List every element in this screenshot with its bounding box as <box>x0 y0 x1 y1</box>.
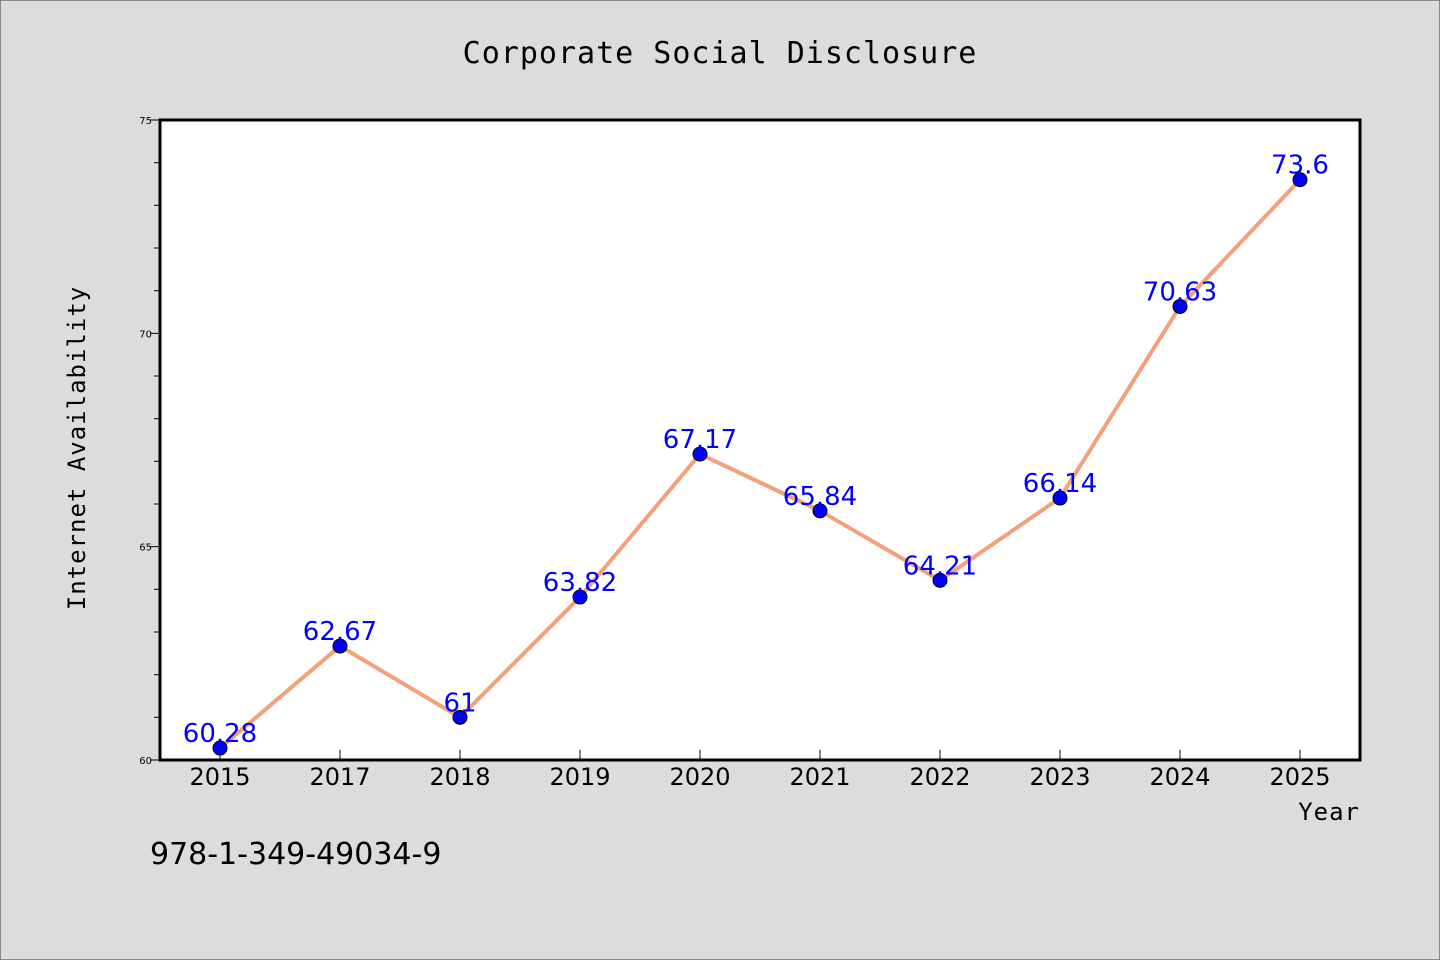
x-axis-label: Year <box>1298 798 1360 826</box>
data-point <box>932 572 948 588</box>
x-tick-label: 2020 <box>669 763 730 791</box>
data-point <box>212 740 228 756</box>
y-axis: 60 65 70 75 <box>139 116 160 767</box>
series-line <box>218 178 1302 750</box>
y-tick-label: 75 <box>139 116 152 127</box>
data-label: 70.63 <box>1143 277 1217 307</box>
y-tick-label: 65 <box>139 543 152 554</box>
data-point <box>1292 172 1308 188</box>
data-label: 73.6 <box>1271 151 1329 181</box>
x-tick-label: 2023 <box>1029 763 1090 791</box>
x-tick-label: 2022 <box>909 763 970 791</box>
x-tick-label: 2017 <box>309 763 370 791</box>
data-label: 67.17 <box>663 425 737 455</box>
y-axis-label: Internet Availability <box>63 286 91 610</box>
y-tick-label: 70 <box>139 329 152 340</box>
series-polyline <box>218 178 1302 750</box>
x-axis: 2015 2017 2018 2019 2020 2021 2022 2023 2024 2025 <box>189 750 1331 791</box>
series-markers <box>212 172 1308 756</box>
data-point <box>692 446 708 462</box>
data-label: 65.84 <box>783 482 857 512</box>
data-label: 64.21 <box>903 551 977 581</box>
data-label: 60.28 <box>183 719 257 749</box>
x-tick-label: 2025 <box>1269 763 1330 791</box>
data-label: 61 <box>443 688 476 718</box>
y-tick-label: 60 <box>139 756 152 767</box>
data-point <box>1052 490 1068 506</box>
x-tick-label: 2015 <box>189 763 250 791</box>
data-point <box>812 503 828 519</box>
x-tick-label: 2019 <box>549 763 610 791</box>
isbn-footer: 978-1-349-49034-9 <box>150 837 441 872</box>
x-tick-label: 2024 <box>1149 763 1210 791</box>
data-point <box>1172 298 1188 314</box>
data-label: 62.67 <box>303 617 377 647</box>
data-point <box>452 709 468 725</box>
plot-area <box>158 118 1362 762</box>
chart-title: Corporate Social Disclosure <box>463 36 978 71</box>
data-labels: 60.28 62.67 61 63.82 67.17 65.84 64.21 66.14 70.… <box>183 151 1329 749</box>
data-point <box>572 589 588 605</box>
data-point <box>332 638 348 654</box>
x-tick-label: 2018 <box>429 763 490 791</box>
x-tick-label: 2021 <box>789 763 850 791</box>
data-label: 66.14 <box>1023 469 1097 499</box>
data-label: 63.82 <box>543 568 617 598</box>
